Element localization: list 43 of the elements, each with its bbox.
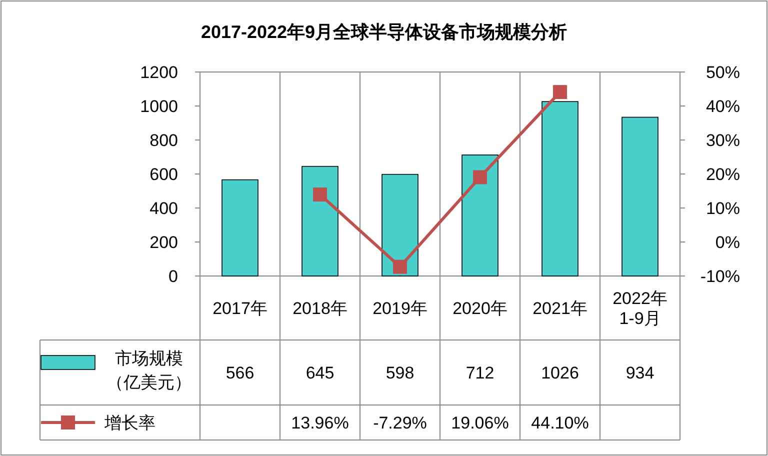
y-tick-label: 800 <box>150 130 178 150</box>
y-tick-label: 600 <box>150 164 178 184</box>
x-tick-label: 2020年 <box>452 299 508 318</box>
data-label: 44.10% <box>531 414 589 432</box>
data-label: 598 <box>386 364 414 382</box>
x-tick-label: 2021年 <box>532 299 588 318</box>
y-tick-label: 1200 <box>140 62 178 82</box>
y2-tick-label: 10% <box>706 198 740 218</box>
bar <box>302 166 338 276</box>
y2-tick-label: 20% <box>706 164 740 184</box>
point <box>393 260 407 274</box>
x-tick-label: 2018年 <box>292 299 348 318</box>
y2-tick-label: 50% <box>706 62 740 82</box>
y-tick-label: 400 <box>150 198 178 218</box>
bar <box>382 174 418 276</box>
x-tick-label: 2022年 1-9月 <box>612 289 668 328</box>
bar <box>462 154 498 276</box>
x-tick-label: 2017年 <box>212 299 268 318</box>
data-label: 712 <box>466 364 494 382</box>
y-tick-label: 200 <box>150 232 178 252</box>
data-label: 645 <box>306 364 334 382</box>
y-tick-label: 1000 <box>140 96 178 116</box>
y2-tick-label: -10% <box>700 266 740 286</box>
data-label: 934 <box>626 364 654 382</box>
chart-title: 2017-2022年9月全球半导体设备市场规模分析 <box>200 22 568 42</box>
data-label: 13.96% <box>291 414 349 432</box>
x-tick-label: 2019年 <box>372 299 428 318</box>
y2-tick-label: 40% <box>706 96 740 116</box>
point <box>553 85 567 100</box>
bar <box>622 116 658 276</box>
data-label: 19.06% <box>451 414 509 432</box>
y2-tick-label: 0% <box>715 232 740 252</box>
point <box>473 170 487 184</box>
legend-label: 增长率 <box>104 414 156 432</box>
bar <box>542 101 578 276</box>
y-tick-label: 0 <box>168 266 178 286</box>
y2-tick-label: 30% <box>706 130 740 150</box>
data-label: -7.29% <box>373 414 427 432</box>
data-label: 1026 <box>541 364 579 382</box>
data-label: 566 <box>226 364 254 382</box>
legend-label: 市场规模（亿美元） <box>106 348 192 394</box>
bar <box>222 179 258 276</box>
point <box>313 188 327 202</box>
